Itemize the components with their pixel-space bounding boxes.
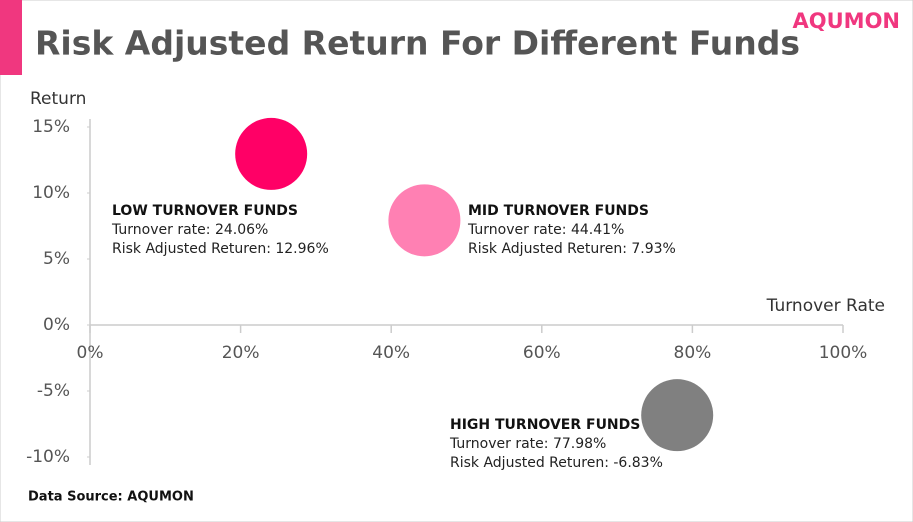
- series-name: HIGH TURNOVER FUNDS: [450, 417, 640, 433]
- y-tick-label: 5%: [43, 249, 70, 269]
- annotation: Risk Adjusted Returen: 12.96%: [112, 241, 329, 257]
- annotation: Risk Adjusted Returen: -6.83%: [450, 455, 663, 471]
- series-name: MID TURNOVER FUNDS: [468, 203, 649, 219]
- x-tick-label: 80%: [674, 343, 712, 363]
- x-tick-label: 40%: [372, 343, 410, 363]
- y-tick-label: 10%: [32, 183, 70, 203]
- y-axis-label: Return: [30, 89, 86, 109]
- bubble: [641, 379, 714, 452]
- bubble: [388, 184, 461, 257]
- y-tick-label: 0%: [43, 315, 70, 335]
- x-tick-label: 0%: [77, 343, 104, 363]
- x-tick-label: 60%: [523, 343, 561, 363]
- y-tick-label: -5%: [37, 381, 70, 401]
- bubble: [235, 117, 308, 190]
- annotation: Turnover rate: 77.98%: [449, 436, 606, 452]
- y-tick-label: 15%: [32, 117, 70, 137]
- series-name: LOW TURNOVER FUNDS: [112, 203, 298, 219]
- annotation: Turnover rate: 24.06%: [111, 222, 268, 238]
- brand: AQUMON: [793, 9, 900, 33]
- x-axis-label: Turnover Rate: [766, 296, 885, 316]
- chart-title: Risk Adjusted Return For Different Funds: [35, 24, 800, 63]
- annotation: Turnover rate: 44.41%: [467, 222, 624, 238]
- accent-bar: [0, 0, 22, 75]
- x-tick-label: 20%: [222, 343, 260, 363]
- source: Data Source: AQUMON: [28, 490, 194, 505]
- x-tick-label: 100%: [819, 343, 868, 363]
- y-tick-label: -10%: [26, 447, 70, 467]
- annotation: Risk Adjusted Returen: 7.93%: [468, 241, 676, 257]
